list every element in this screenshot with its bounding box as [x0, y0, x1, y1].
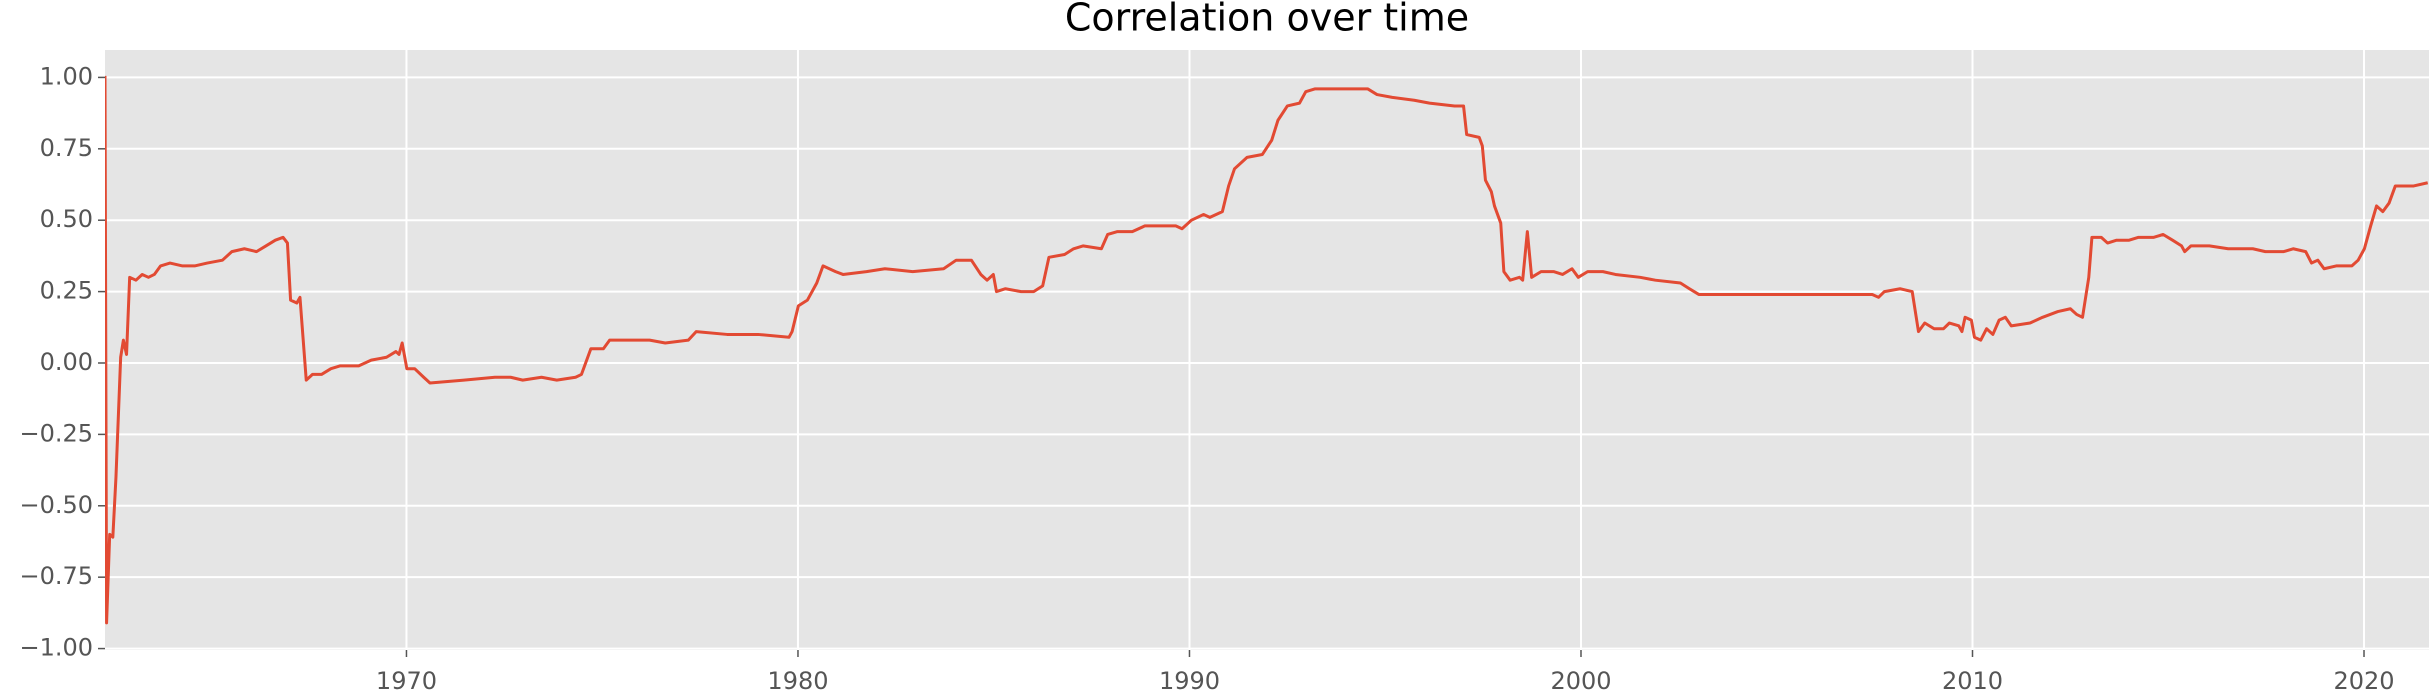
x-tick-label: 1990 — [1159, 667, 1220, 695]
y-tick-label: 1.00 — [40, 62, 93, 90]
y-tick-label: 0.75 — [40, 134, 93, 162]
y-tick-label: 0.00 — [40, 348, 93, 376]
y-tick-label: 0.25 — [40, 277, 93, 305]
plot-background — [105, 50, 2429, 650]
labels: −1.00 −0.75 −0.50 −0.25 0.00 0.25 0.50 0.75 1.00… — [19, 62, 2394, 695]
x-tick-label: 2020 — [2333, 667, 2394, 695]
y-tick-label: −0.25 — [19, 419, 93, 447]
grid — [105, 50, 2429, 650]
y-tick-label: 0.50 — [40, 205, 93, 233]
series-line — [105, 75, 2429, 625]
x-tick-label: 2010 — [1942, 667, 2003, 695]
x-tick-label: 1970 — [376, 667, 437, 695]
y-tick-label: −1.00 — [19, 634, 93, 662]
chart-title: Correlation over time — [1065, 0, 1469, 40]
y-tick-label: −0.75 — [19, 562, 93, 590]
x-tick-label: 2000 — [1550, 667, 1611, 695]
x-tick-label: 1980 — [767, 667, 828, 695]
y-tick-label: −0.50 — [19, 491, 93, 519]
series-layer — [105, 75, 2429, 625]
